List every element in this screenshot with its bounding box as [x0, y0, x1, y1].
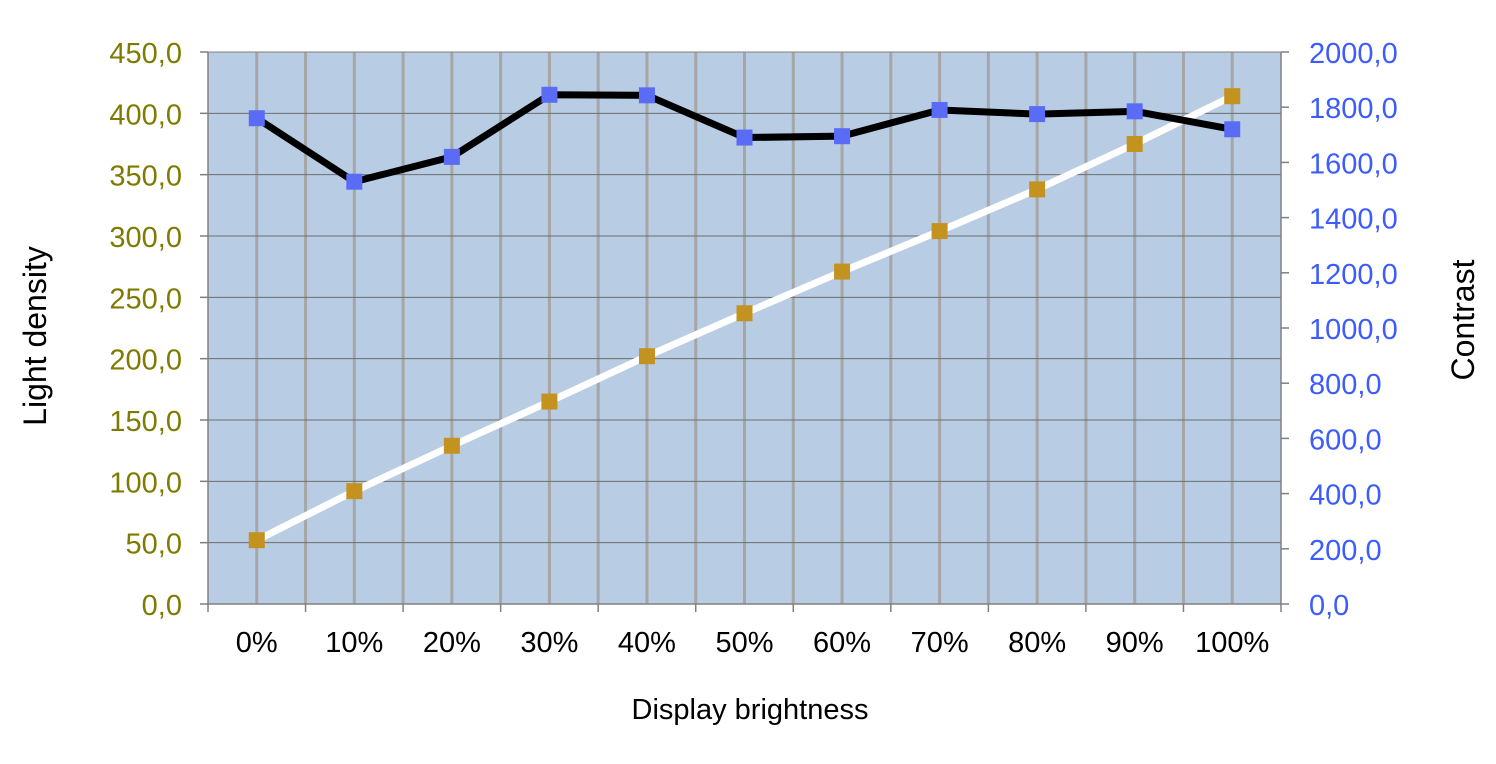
series-1-point [834, 263, 851, 280]
left-tick-label: 250,0 [109, 283, 182, 315]
left-tick-label: 100,0 [109, 467, 182, 499]
right-tick-label: 1000,0 [1309, 314, 1398, 346]
series-layer [248, 86, 1241, 549]
right-tick-label: 2000,0 [1309, 38, 1398, 70]
x-axis: 0% 10% 20% 30% 40% 50% 60% 70% 80% 90% 100% [207, 603, 1282, 659]
right-y-axis-title: Contrast [1445, 259, 1481, 380]
series-2-point [443, 148, 460, 165]
right-y-axis: 0,0 200,0 400,0 600,0 800,0 1000,0 1200,0 1400,… [1280, 38, 1398, 622]
series-1-point [1029, 181, 1046, 198]
left-tick-label: 350,0 [109, 161, 182, 193]
left-tick-label: 450,0 [109, 38, 182, 70]
x-tick-label: 70% [911, 627, 969, 659]
x-tick-label: 30% [520, 627, 578, 659]
series-2-point [248, 110, 265, 127]
left-y-axis-title: Light density [17, 246, 53, 426]
left-tick-label: 400,0 [109, 99, 182, 131]
x-tick-label: 90% [1106, 627, 1164, 659]
series-2-point [736, 129, 753, 146]
right-tick-label: 1800,0 [1309, 93, 1398, 125]
series-1-point [248, 532, 265, 549]
series-1-point [1224, 88, 1241, 105]
series-2-point [1126, 103, 1143, 120]
series-2-point [931, 101, 948, 118]
x-tick-label: 10% [325, 627, 383, 659]
right-tick-label: 200,0 [1309, 535, 1382, 567]
x-tick-label: 80% [1008, 627, 1066, 659]
right-tick-label: 0,0 [1309, 590, 1349, 622]
series-2-point [638, 87, 655, 104]
x-tick-label: 40% [618, 627, 676, 659]
right-tick-label: 800,0 [1309, 369, 1382, 401]
series-2-point [1224, 121, 1241, 138]
x-tick-label: 50% [715, 627, 773, 659]
series-1-point [346, 483, 363, 500]
left-tick-label: 0,0 [142, 590, 182, 622]
right-tick-label: 1200,0 [1309, 259, 1398, 291]
left-y-axis: 0,0 50,0 100,0 150,0 200,0 250,0 300,0 350,0 400… [109, 38, 209, 622]
left-tick-label: 150,0 [109, 406, 182, 438]
series-2-point [346, 173, 363, 190]
series-2-point [541, 86, 558, 103]
right-tick-label: 600,0 [1309, 424, 1382, 456]
series-1-point [443, 437, 460, 454]
series-2-point [1029, 106, 1046, 123]
left-tick-label: 300,0 [109, 222, 182, 254]
left-tick-label: 200,0 [109, 345, 182, 377]
x-tick-label: 60% [813, 627, 871, 659]
series-1-point [736, 305, 753, 322]
x-axis-title: Display brightness [632, 694, 869, 726]
x-tick-label: 100% [1195, 627, 1269, 659]
right-tick-label: 1400,0 [1309, 204, 1398, 236]
right-tick-label: 1600,0 [1309, 148, 1398, 180]
x-tick-label: 20% [423, 627, 481, 659]
x-tick-label: 0% [236, 627, 278, 659]
series-1-point [541, 393, 558, 410]
series-1-point [931, 223, 948, 240]
right-tick-label: 400,0 [1309, 480, 1382, 512]
series-2-point [834, 128, 851, 145]
series-1-point [638, 348, 655, 365]
left-tick-label: 50,0 [126, 529, 182, 561]
series-1-point [1126, 136, 1143, 152]
